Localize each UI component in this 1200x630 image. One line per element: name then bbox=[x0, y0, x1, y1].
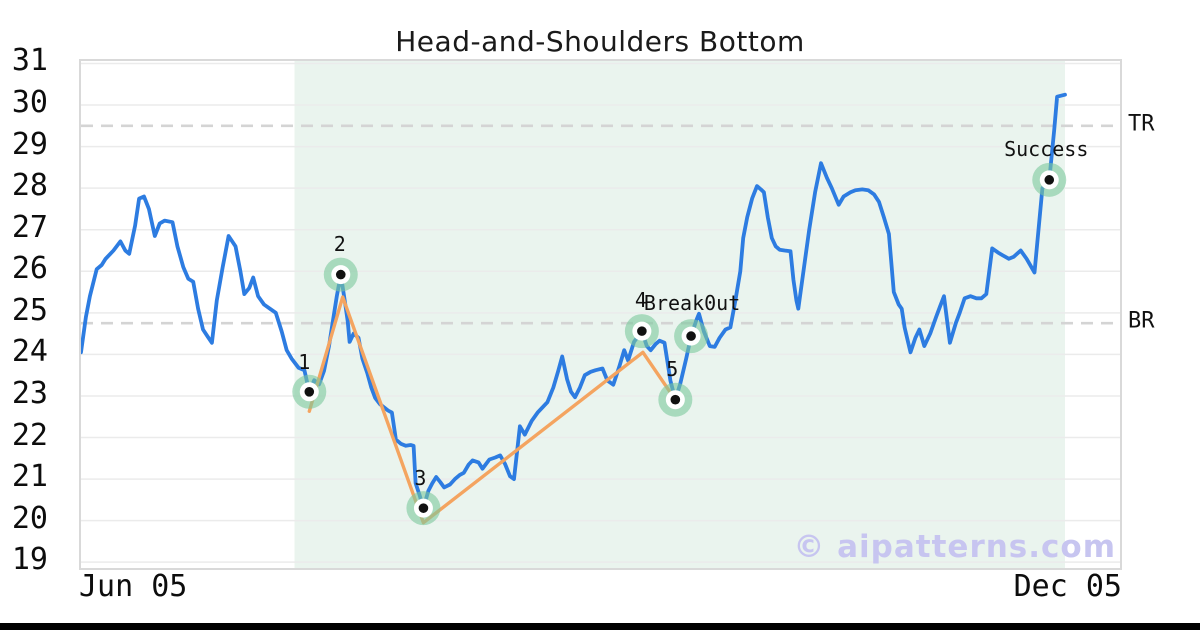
marker-dot-p3 bbox=[418, 503, 429, 513]
marker-dot-success bbox=[1044, 175, 1055, 185]
marker-dot-p1 bbox=[304, 386, 315, 397]
plot-area bbox=[79, 59, 1122, 570]
y-tick-25: 25 bbox=[11, 292, 48, 328]
marker-dot-breakout bbox=[686, 331, 696, 341]
y-tick-27: 27 bbox=[11, 209, 48, 245]
x-tick-start: Jun 05 bbox=[79, 569, 188, 604]
chart-title: Head-and-Shoulders Bottom bbox=[395, 25, 805, 58]
y-tick-26: 26 bbox=[11, 251, 48, 287]
x-tick-end: Dec 05 bbox=[1013, 569, 1122, 604]
y-tick-20: 20 bbox=[11, 500, 48, 536]
price-chart bbox=[81, 61, 1120, 568]
p3-label: 3 bbox=[414, 466, 427, 491]
y-tick-21: 21 bbox=[11, 459, 48, 495]
target-line-label: TR bbox=[1128, 111, 1155, 137]
marker-dot-p5 bbox=[670, 394, 681, 405]
success-label: Success bbox=[1004, 136, 1089, 161]
y-tick-30: 30 bbox=[11, 85, 48, 121]
breakout-line-label: BR bbox=[1128, 308, 1155, 334]
p4-label: 4 bbox=[634, 288, 647, 313]
footer-bar bbox=[0, 623, 1200, 630]
marker-dot-p4 bbox=[637, 326, 647, 336]
y-tick-29: 29 bbox=[11, 126, 48, 162]
y-tick-19: 19 bbox=[11, 542, 48, 578]
p5-label: 5 bbox=[666, 356, 679, 381]
breakout-label: Break0ut bbox=[643, 291, 741, 316]
y-tick-22: 22 bbox=[11, 417, 48, 453]
price-line bbox=[81, 92, 1067, 511]
p1-label: 1 bbox=[298, 349, 311, 374]
watermark: © aipatterns.com bbox=[793, 529, 1116, 565]
marker-dot-p2 bbox=[335, 269, 346, 280]
y-tick-24: 24 bbox=[11, 334, 48, 370]
y-tick-28: 28 bbox=[11, 168, 48, 204]
p2-label: 2 bbox=[333, 231, 346, 256]
y-tick-23: 23 bbox=[11, 375, 48, 411]
y-tick-31: 31 bbox=[11, 43, 48, 79]
